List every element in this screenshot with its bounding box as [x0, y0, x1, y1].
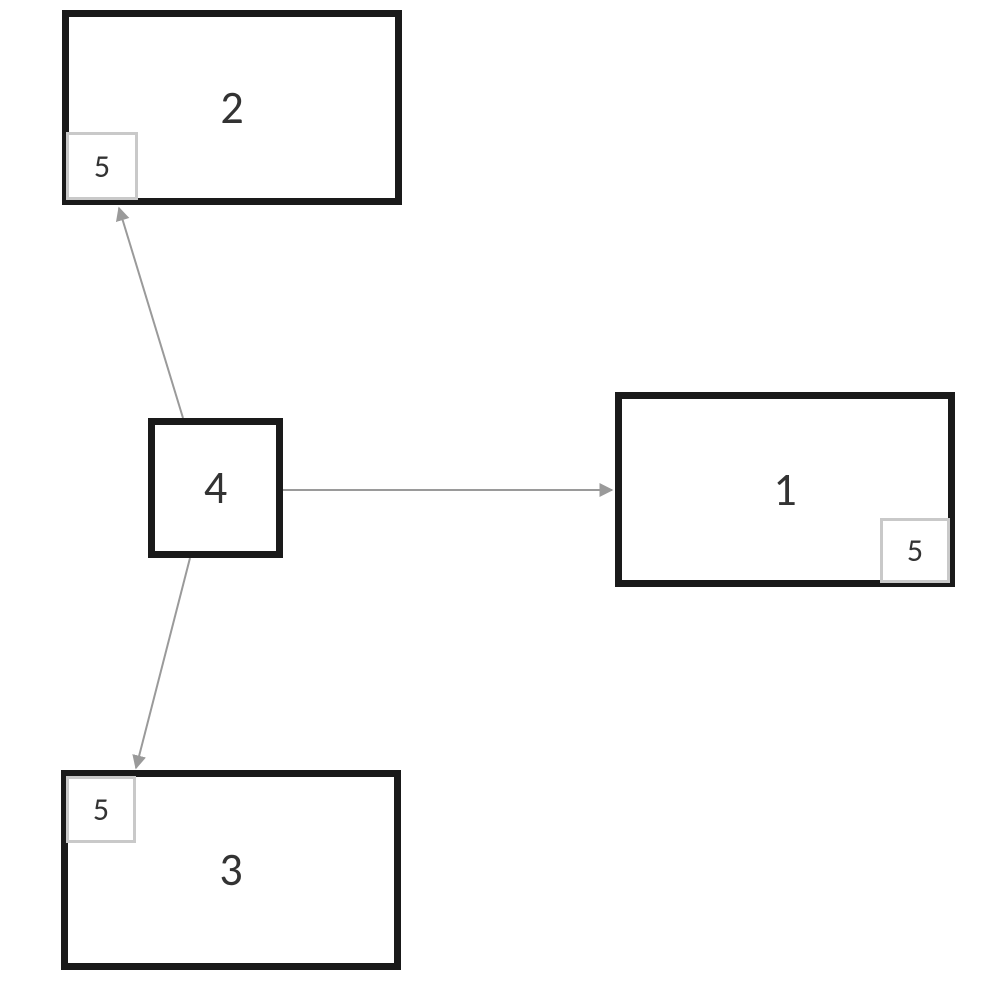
node-label: 4 [204, 460, 227, 516]
node-label: 1 [773, 462, 796, 518]
diagram-canvas: 2 5 1 5 4 3 5 [0, 0, 1000, 985]
edge-arrow [119, 208, 183, 418]
sub-node-box-1: 5 [880, 518, 950, 583]
node-label: 2 [220, 80, 243, 136]
node-box-4: 4 [148, 418, 283, 558]
sub-node-box-3: 5 [66, 776, 136, 843]
sub-node-label: 5 [93, 790, 109, 829]
sub-node-label: 5 [907, 531, 923, 570]
sub-node-box-2: 5 [66, 132, 138, 200]
node-label: 3 [219, 842, 242, 898]
edge-arrow [136, 558, 190, 768]
sub-node-label: 5 [94, 147, 110, 186]
